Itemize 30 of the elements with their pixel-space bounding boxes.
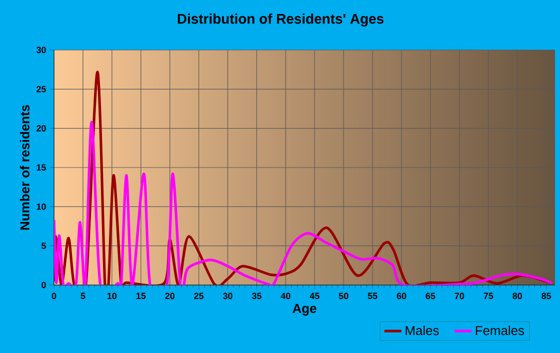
y-tick-label: 25 (36, 86, 46, 92)
x-tick-label: 75 (484, 292, 494, 300)
x-tick-label: 5 (80, 292, 86, 300)
x-tick-label: 20 (165, 292, 174, 300)
x-tick-label: 55 (368, 292, 378, 300)
y-axis-title: Number of residents (20, 105, 30, 230)
x-tick-label: 60 (396, 292, 406, 300)
x-tick-label: 80 (512, 292, 522, 300)
legend-label: Males (406, 326, 439, 336)
x-tick-label: 35 (252, 292, 262, 300)
x-tick-label: 50 (338, 292, 348, 300)
y-tick-label: 10 (36, 203, 46, 210)
y-tick-label: 20 (36, 125, 46, 132)
y-tick-label: 5 (42, 242, 46, 249)
y-tick-label: 30 (36, 46, 46, 54)
x-tick-label: 0 (52, 292, 56, 300)
chart-title: Distribution of Residents' Ages (178, 13, 384, 27)
y-tick-label: 0 (42, 282, 46, 288)
x-tick-label: 45 (310, 292, 320, 300)
legend-label: Females (476, 326, 524, 336)
x-tick-label: 25 (194, 292, 204, 300)
x-tick-label: 70 (454, 292, 464, 300)
x-tick-label: 65 (426, 292, 436, 300)
x-tick-label: 15 (136, 292, 146, 300)
x-tick-label: 10 (108, 292, 117, 300)
x-tick-label: 85 (542, 292, 552, 300)
x-tick-label: 30 (222, 292, 232, 300)
x-axis-title: Age (292, 304, 316, 316)
x-tick-label: 40 (280, 292, 290, 300)
y-tick-label: 15 (36, 164, 46, 171)
